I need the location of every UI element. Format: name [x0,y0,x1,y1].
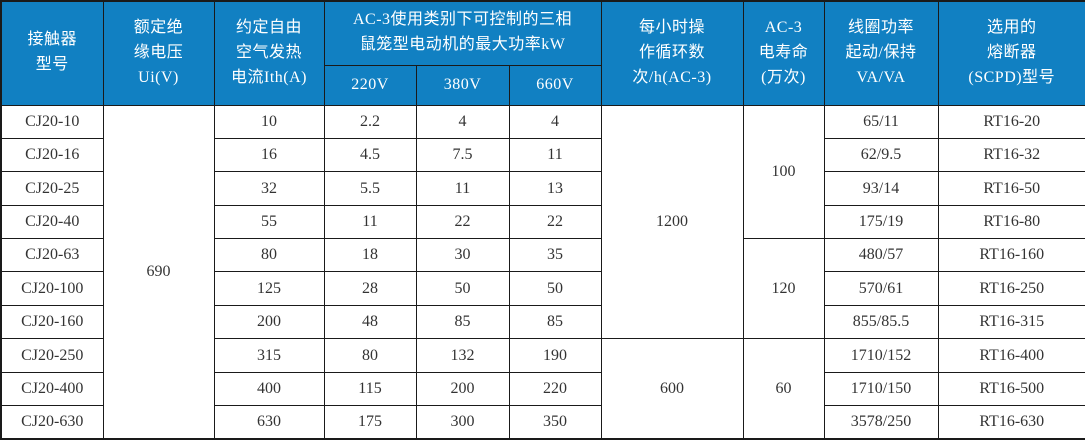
cell-model: CJ20-63 [0,238,104,273]
cell-life-span: 120 [742,238,825,340]
cell-coil: 1710/152 [823,338,939,373]
cell-model: CJ20-16 [0,137,104,173]
cell-ith: 315 [213,338,325,373]
cell-model: CJ20-160 [0,304,104,340]
cell-kw220: 175 [323,405,417,440]
header-row-voltages: 220V 380V 660V [1,64,1085,106]
cell-life-span: 100 [742,104,825,240]
cell-ui-span: 690 [102,104,215,440]
cell-fuse: RT16-250 [937,271,1085,306]
cell-fuse: RT16-80 [937,204,1085,240]
table-row: CJ20-16 16 4.5 7.5 11 62/9.5 RT16-32 [0,137,1085,173]
cell-coil: 855/85.5 [823,304,939,340]
cell-kw380: 4 [415,104,510,139]
cell-coil: 62/9.5 [823,137,939,173]
cell-kw660: 22 [508,204,602,240]
cell-cycles-span: 600 [600,338,744,440]
cell-model: CJ20-40 [0,204,104,240]
cell-fuse: RT16-630 [937,405,1085,440]
header-insulation-voltage: 额定绝 缘电压 Ui(V) [102,0,215,106]
cell-kw660: 190 [508,338,602,373]
cell-fuse: RT16-160 [937,238,1085,273]
cell-fuse: RT16-32 [937,137,1085,173]
table-row: CJ20-250 315 80 132 190 600 60 1710/152 … [0,338,1085,440]
cell-fuse: RT16-315 [937,304,1085,340]
cell-ith: 55 [213,204,325,240]
cell-coil: 65/11 [823,104,939,139]
cell-fuse: RT16-20 [937,104,1085,139]
cell-kw220: 2.2 [323,104,417,139]
cell-fuse: RT16-400 [937,338,1085,373]
cell-kw220: 28 [323,271,417,306]
cell-kw220: 115 [323,371,417,407]
table-row: CJ20-400 400 115 200 220 1710/150 RT16-5… [0,371,1085,407]
header-row-group: 接触器 型号 额定绝 缘电压 Ui(V) 约定自由 空气发热 电流Ith(A) … [0,0,1085,106]
header-thermal-current: 约定自由 空气发热 电流Ith(A) [213,0,325,106]
table-row: CJ20-10 690 10 2.2 4 4 1200 100 65/11 RT… [0,104,1085,440]
cell-fuse: RT16-50 [937,171,1085,206]
cell-model: CJ20-25 [0,171,104,206]
cell-kw660: 13 [508,171,602,206]
cell-ith: 10 [213,104,325,139]
header-ac3-max-power-group: AC-3使用类别下可控制的三相 鼠笼型电动机的最大功率kW [323,0,602,66]
cell-kw380: 11 [415,171,510,206]
cell-coil: 93/14 [823,171,939,206]
cell-kw220: 18 [323,238,417,273]
cell-kw220: 11 [323,204,417,240]
cell-kw380: 85 [415,304,510,340]
header-cycles-per-hour: 每小时操 作循环数 次/h(AC-3) [600,0,744,106]
header-660v: 660V [508,64,602,106]
header-380v: 380V [415,64,510,106]
cell-model: CJ20-630 [0,405,104,440]
cell-coil: 570/61 [823,271,939,306]
table-row: CJ20-25 32 5.5 11 13 93/14 RT16-50 [0,171,1085,206]
cell-kw660: 35 [508,238,602,273]
header-coil-power: 线圈功率 起动/保持 VA/VA [823,0,939,106]
cell-kw220: 5.5 [323,171,417,206]
cell-ith: 16 [213,137,325,173]
cell-ith: 630 [213,405,325,440]
table-row: CJ20-630 630 175 300 350 3578/250 RT16-6… [0,405,1085,440]
cell-kw220: 80 [323,338,417,373]
cell-kw380: 22 [415,204,510,240]
cell-kw220: 4.5 [323,137,417,173]
cell-ith: 400 [213,371,325,407]
cell-ith: 32 [213,171,325,206]
header-220v: 220V [323,64,417,106]
cell-model: CJ20-250 [0,338,104,373]
cell-ith: 80 [213,238,325,273]
cell-kw660: 350 [508,405,602,440]
header-fuse-model: 选用的 熔断器 (SCPD)型号 [937,0,1085,106]
cell-kw220: 48 [323,304,417,340]
cell-kw380: 300 [415,405,510,440]
cell-kw380: 30 [415,238,510,273]
cell-fuse: RT16-500 [937,371,1085,407]
cell-coil: 3578/250 [823,405,939,440]
table-row: CJ20-40 55 11 22 22 175/19 RT16-80 [0,204,1085,240]
cell-kw660: 220 [508,371,602,407]
cell-ith: 125 [213,271,325,306]
header-electrical-life: AC-3 电寿命 (万次) [742,0,825,106]
cell-kw660: 4 [508,104,602,139]
cell-model: CJ20-400 [0,371,104,407]
cell-kw380: 132 [415,338,510,373]
cell-kw660: 85 [508,304,602,340]
cell-kw660: 11 [508,137,602,173]
table-row: CJ20-100 125 28 50 50 570/61 RT16-250 [0,271,1085,306]
cell-cycles-span: 1200 [600,104,744,340]
table-row: CJ20-160 200 48 85 85 855/85.5 RT16-315 [0,304,1085,340]
cell-coil: 1710/150 [823,371,939,407]
cell-coil: 175/19 [823,204,939,240]
cell-coil: 480/57 [823,238,939,273]
header-model: 接触器 型号 [0,0,104,106]
cell-model: CJ20-100 [0,271,104,306]
cell-life-span: 60 [742,338,825,440]
cell-ith: 200 [213,304,325,340]
cell-kw380: 7.5 [415,137,510,173]
cell-kw660: 50 [508,271,602,306]
cell-model: CJ20-10 [0,104,104,139]
cell-kw380: 50 [415,271,510,306]
cell-kw380: 200 [415,371,510,407]
